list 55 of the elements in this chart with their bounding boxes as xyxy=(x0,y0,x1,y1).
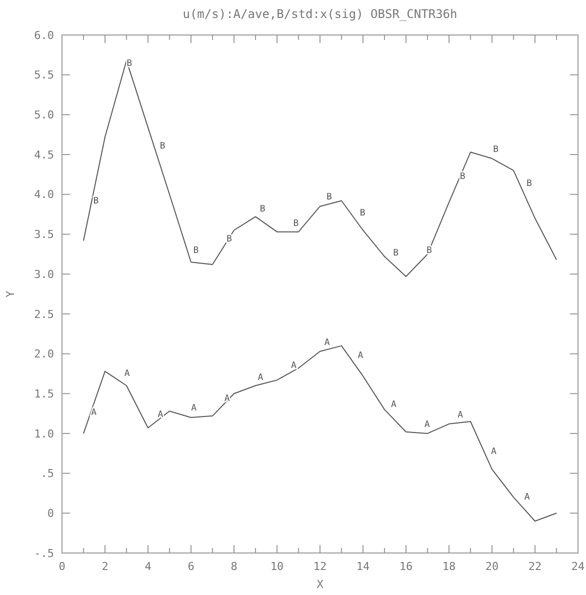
line-series xyxy=(83,345,557,522)
text: A xyxy=(490,446,496,457)
text: B xyxy=(493,145,499,156)
x-tick-label: 6 xyxy=(188,560,194,573)
x-tick-label: 14 xyxy=(356,560,370,573)
text: B xyxy=(393,248,399,259)
y-tick-label: 1.5 xyxy=(34,387,54,400)
text: B xyxy=(160,141,166,152)
x-tick-label: 4 xyxy=(144,560,152,573)
x-axis-title: X xyxy=(316,578,324,591)
x-tick-label: 12 xyxy=(313,560,327,573)
x-tick-label: 2 xyxy=(102,560,108,573)
y-tick-label: 0 xyxy=(47,507,54,520)
text: A xyxy=(424,420,430,430)
text: B xyxy=(526,179,532,190)
text: A xyxy=(324,338,330,348)
line-series xyxy=(83,60,557,277)
text: A xyxy=(91,408,97,418)
y-tick-label: 1.0 xyxy=(34,427,54,440)
text: A xyxy=(524,492,530,503)
text: B xyxy=(260,204,266,215)
y-tick-label: 4.0 xyxy=(34,188,54,202)
y-tick-label: 6.0 xyxy=(34,28,54,42)
y-tick-label: .5 xyxy=(40,467,54,480)
y-tick-label: 5.5 xyxy=(34,68,54,82)
x-tick-label: 8 xyxy=(230,560,238,573)
x-tick-label: 16 xyxy=(399,560,413,573)
y-tick-label: -.5 xyxy=(34,546,54,560)
y-tick-label: 3.5 xyxy=(34,228,54,242)
text: B xyxy=(93,196,99,207)
x-tick-label: 10 xyxy=(270,560,284,573)
text: A xyxy=(191,404,196,414)
y-tick-label: 5.0 xyxy=(34,108,54,122)
text: A xyxy=(458,410,464,420)
x-tick-label: 0 xyxy=(58,560,66,573)
y-tick-label: 4.5 xyxy=(34,148,54,162)
x-tick-label: 20 xyxy=(485,560,499,573)
chart-title: u(m/s):A/ave,B/std:x(sig) OBSR_CNTR36h xyxy=(182,7,458,21)
x-tick-label: 18 xyxy=(442,560,456,573)
text: A xyxy=(358,351,364,362)
series-label: A xyxy=(158,410,164,420)
y-tick-label: 2.5 xyxy=(34,308,54,321)
text: B xyxy=(326,192,332,203)
x-tick-label: 22 xyxy=(528,560,542,573)
text: A xyxy=(291,361,296,372)
text: A xyxy=(391,400,396,410)
text: A xyxy=(258,373,264,384)
text: A xyxy=(124,369,130,380)
y-tick-label: 3.0 xyxy=(34,268,54,281)
y-axis-title: Y xyxy=(4,290,17,298)
y-tick-label: 2.0 xyxy=(34,348,54,361)
x-tick-label: 24 xyxy=(571,560,585,573)
text: B xyxy=(193,246,199,256)
text: B xyxy=(360,208,366,219)
text: B xyxy=(293,218,299,229)
